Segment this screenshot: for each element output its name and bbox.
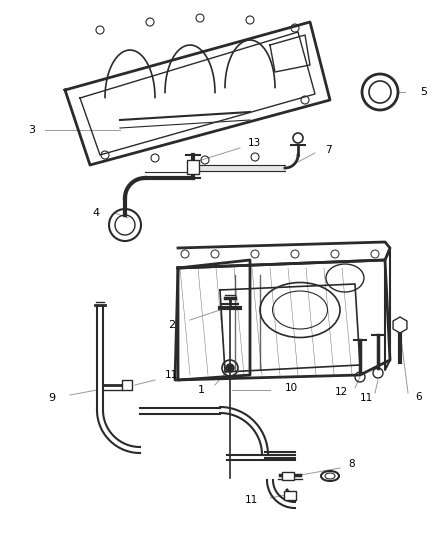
Text: 11: 11 bbox=[165, 370, 178, 380]
Text: 1: 1 bbox=[198, 385, 205, 395]
Text: 12: 12 bbox=[335, 387, 348, 397]
Text: 11: 11 bbox=[360, 393, 373, 403]
FancyBboxPatch shape bbox=[187, 160, 199, 174]
FancyBboxPatch shape bbox=[284, 491, 296, 500]
Text: 11: 11 bbox=[245, 495, 258, 505]
Text: 9: 9 bbox=[48, 393, 55, 403]
Text: 4: 4 bbox=[93, 208, 100, 218]
FancyBboxPatch shape bbox=[282, 472, 294, 480]
Ellipse shape bbox=[325, 473, 335, 479]
Text: 2: 2 bbox=[168, 320, 175, 330]
Text: 3: 3 bbox=[28, 125, 35, 135]
Text: 8: 8 bbox=[348, 459, 355, 469]
Text: 6: 6 bbox=[415, 392, 422, 402]
FancyBboxPatch shape bbox=[122, 380, 132, 390]
Circle shape bbox=[226, 364, 234, 372]
Text: 5: 5 bbox=[420, 87, 427, 97]
Text: 7: 7 bbox=[325, 145, 332, 155]
Text: 13: 13 bbox=[248, 138, 261, 148]
Ellipse shape bbox=[321, 471, 339, 481]
Text: 10: 10 bbox=[285, 383, 298, 393]
